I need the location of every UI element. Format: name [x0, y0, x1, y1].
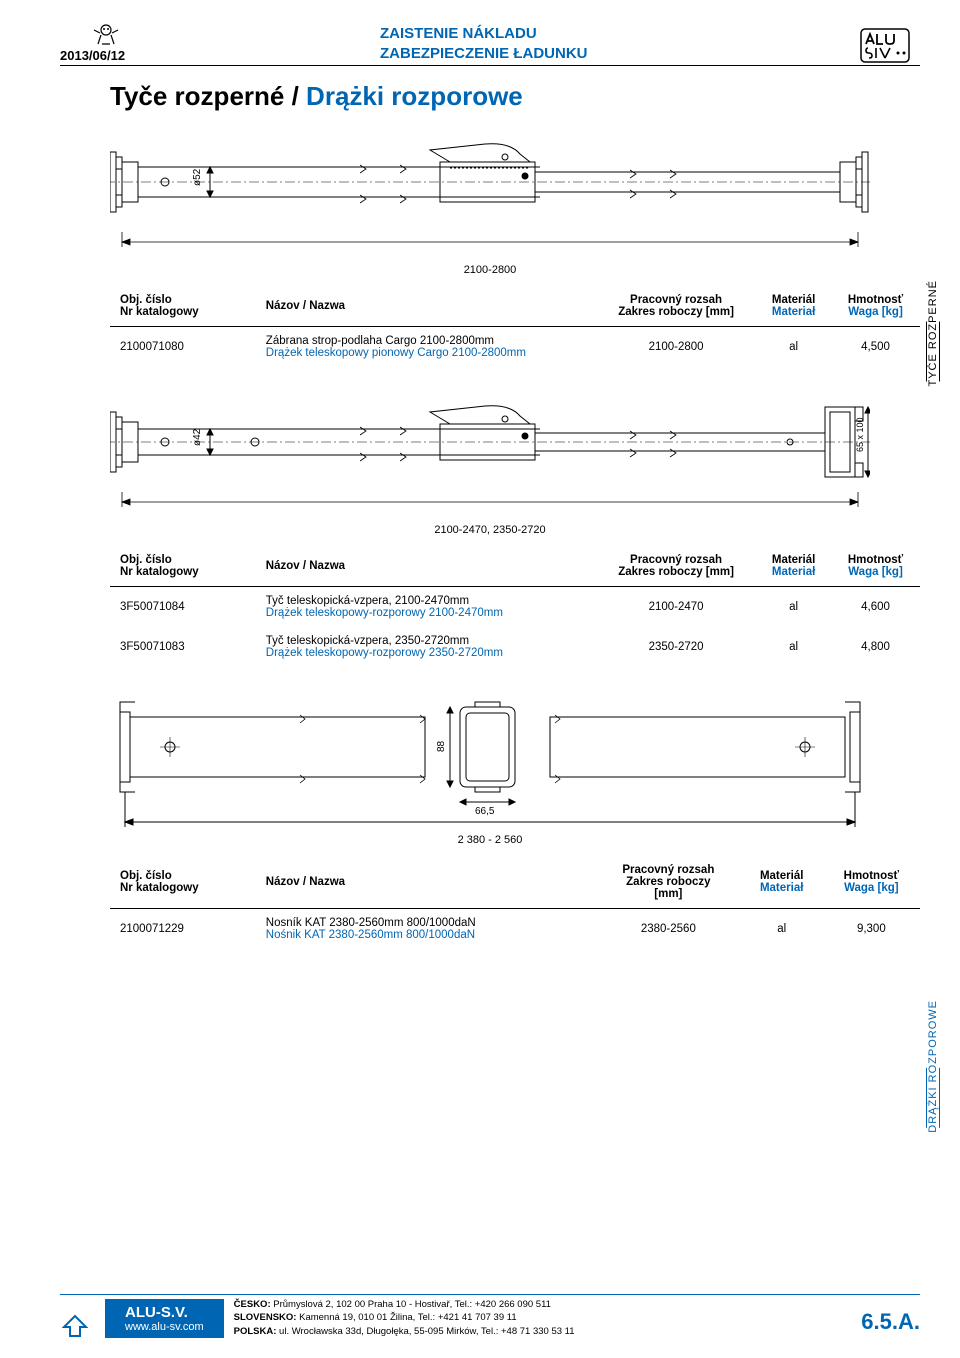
- svg-text:66,5: 66,5: [475, 806, 495, 817]
- th-material: MateriálMateriał: [756, 546, 831, 587]
- footer: ALU-S.V. www.alu-sv.com ČESKO: Průmyslov…: [60, 1294, 920, 1338]
- th-name: Názov / Nazwa: [256, 856, 596, 909]
- title-part-sk: Tyče rozperné /: [110, 81, 299, 111]
- th-code: Obj. čísloNr katalogowy: [110, 546, 256, 587]
- contacts: ČESKO: Průmyslová 2, 102 00 Praha 10 - H…: [224, 1295, 862, 1338]
- cell-weight: 4,600: [831, 587, 920, 628]
- cell-name: Tyč teleskopická-vzpera, 2100-2470mmDrąż…: [256, 587, 596, 628]
- company-name: ALU-S.V.: [125, 1304, 204, 1321]
- page-number: 6.5.A.: [861, 1309, 920, 1338]
- diagram-3: 88 66,5 2 380 - 2 560: [110, 692, 870, 846]
- contact-line: SLOVENSKO: Kamenná 19, 010 01 Žilina, Te…: [234, 1311, 862, 1324]
- th-weight: HmotnosťWaga [kg]: [831, 286, 920, 327]
- spec-table-3: Obj. čísloNr katalogowy Názov / Nazwa Pr…: [110, 856, 920, 949]
- th-material: MateriálMateriał: [741, 856, 823, 909]
- dia-label: ø52: [192, 168, 203, 186]
- table-row: 3F50071083Tyč teleskopická-vzpera, 2350-…: [110, 627, 920, 667]
- alusv-logo-icon: [860, 28, 910, 63]
- spec-table-1: Obj. čísloNr katalogowy Názov / Nazwa Pr…: [110, 286, 920, 367]
- th-code: Obj. čísloNr katalogowy: [110, 286, 256, 327]
- th-weight: HmotnosťWaga [kg]: [831, 546, 920, 587]
- cell-weight: 9,300: [823, 909, 920, 950]
- cell-weight: 4,500: [831, 327, 920, 368]
- logo-block: [860, 28, 920, 63]
- range-label-3: 2 380 - 2 560: [110, 834, 870, 846]
- cell-range: 2100-2800: [596, 327, 756, 368]
- title-pl: ZABEZPIECZENIE ŁADUNKU: [380, 44, 860, 64]
- company-block: ALU-S.V. www.alu-sv.com: [105, 1299, 224, 1338]
- cell-range: 2100-2470: [596, 587, 756, 628]
- cell-code: 2100071080: [110, 327, 256, 368]
- side-label-sk: TYČE ROZPERNÉ: [926, 280, 940, 387]
- header-row: 2013/06/12 ZAISTENIE NÁKLADU ZABEZPIECZE…: [60, 20, 920, 66]
- cell-material: al: [741, 909, 823, 950]
- title-sk: ZAISTENIE NÁKLADU: [380, 24, 860, 44]
- svg-text:65 x 100: 65 x 100: [855, 417, 865, 452]
- up-arrow-icon: [60, 1313, 90, 1338]
- range-label-1: 2100-2800: [110, 264, 870, 276]
- diagram-1: ø52 2100-2800: [110, 132, 870, 276]
- cell-material: al: [756, 587, 831, 628]
- cell-weight: 4,800: [831, 627, 920, 667]
- company-website: www.alu-sv.com: [125, 1321, 204, 1333]
- cell-range: 2350-2720: [596, 627, 756, 667]
- th-code: Obj. čísloNr katalogowy: [110, 856, 256, 909]
- cell-material: al: [756, 327, 831, 368]
- range-label-2: 2100-2470, 2350-2720: [110, 524, 870, 536]
- svg-text:88: 88: [436, 740, 447, 752]
- issue-date: 2013/06/12: [60, 48, 180, 63]
- cell-code: 3F50071084: [110, 587, 256, 628]
- title-part-pl: Drążki rozporowe: [306, 81, 523, 111]
- th-range: Pracovný rozsahZakres roboczy [mm]: [596, 546, 756, 587]
- table-row: 2100071080Zábrana strop-podlaha Cargo 21…: [110, 327, 920, 368]
- cell-name: Nosník KAT 2380-2560mm 800/1000daNNośnik…: [256, 909, 596, 950]
- spec-table-2: Obj. čísloNr katalogowy Názov / Nazwa Pr…: [110, 546, 920, 667]
- cell-material: al: [756, 627, 831, 667]
- th-material: MateriálMateriał: [756, 286, 831, 327]
- header-title: ZAISTENIE NÁKLADU ZABEZPIECZENIE ŁADUNKU: [380, 24, 860, 63]
- cell-name: Tyč teleskopická-vzpera, 2350-2720mmDrąż…: [256, 627, 596, 667]
- th-range: Pracovný rozsahZakres roboczy[mm]: [596, 856, 741, 909]
- cell-name: Zábrana strop-podlaha Cargo 2100-2800mmD…: [256, 327, 596, 368]
- th-name: Názov / Nazwa: [256, 546, 596, 587]
- th-weight: HmotnosťWaga [kg]: [823, 856, 920, 909]
- date-block: 2013/06/12: [60, 20, 180, 63]
- diagram-2: ø42 65 x 100 2100-2470, 2350-2720: [110, 392, 870, 536]
- contact-line: ČESKO: Průmyslová 2, 102 00 Praha 10 - H…: [234, 1298, 862, 1311]
- cell-code: 2100071229: [110, 909, 256, 950]
- th-name: Názov / Nazwa: [256, 286, 596, 327]
- side-label-pl: DRĄŻKI ROZPOROWE: [926, 1000, 940, 1133]
- svg-text:ø42: ø42: [192, 428, 203, 446]
- contact-line: POLSKA: ul. Wrocławska 33d, Długołęka, 5…: [234, 1325, 862, 1338]
- cell-code: 3F50071083: [110, 627, 256, 667]
- cell-range: 2380-2560: [596, 909, 741, 950]
- page-title: Tyče rozperné / Drążki rozporowe: [110, 81, 920, 112]
- th-range: Pracovný rozsahZakres roboczy [mm]: [596, 286, 756, 327]
- mascot-icon: [90, 20, 122, 48]
- table-row: 2100071229Nosník KAT 2380-2560mm 800/100…: [110, 909, 920, 950]
- table-row: 3F50071084Tyč teleskopická-vzpera, 2100-…: [110, 587, 920, 628]
